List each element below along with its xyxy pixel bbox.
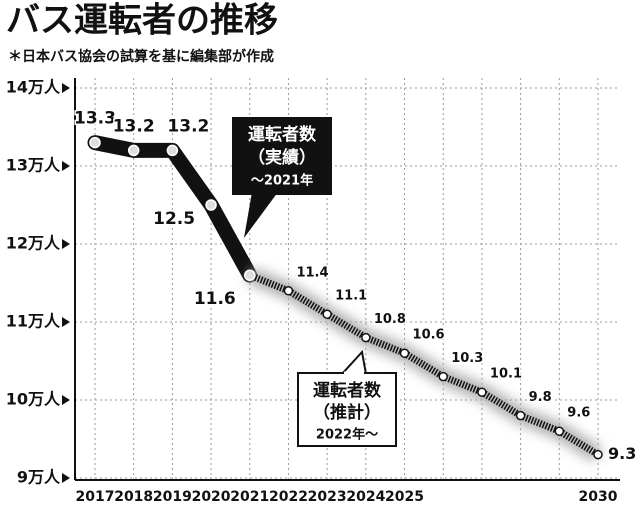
value-label: 11.6 — [194, 289, 236, 309]
x-tick-label: 2025 — [385, 489, 424, 505]
y-tick-arrow — [62, 395, 70, 405]
y-tick-arrow — [62, 317, 70, 327]
y-tick-label: 10万人 — [6, 390, 61, 409]
series-line — [248, 271, 600, 458]
point — [244, 269, 256, 281]
y-tick-label: 14万人 — [6, 78, 61, 97]
value-label: 9.8 — [529, 390, 552, 405]
x-tick-label: 2023 — [308, 489, 347, 505]
point — [127, 144, 140, 157]
y-tick-arrow — [62, 473, 70, 483]
value-label: 13.2 — [113, 116, 155, 136]
point — [554, 426, 565, 436]
callout-text: （実績） — [248, 147, 316, 168]
point — [89, 136, 101, 149]
y-tick-label: 13万人 — [6, 156, 61, 175]
value-label: 13.2 — [167, 116, 209, 136]
point — [477, 387, 487, 397]
chart-subtitle: ＊日本バス協会の試算を基に編集部が作成 — [8, 48, 274, 65]
callout-text: （推計） — [313, 402, 381, 423]
value-label: 13.3 — [74, 109, 116, 129]
point — [399, 348, 410, 358]
value-label: 10.1 — [490, 367, 522, 382]
callout-pointer — [339, 349, 368, 375]
x-tick-label: 2019 — [153, 489, 192, 505]
point — [205, 199, 217, 211]
y-tick-arrow — [62, 239, 70, 249]
value-label: 9.6 — [567, 406, 590, 421]
callout-box — [232, 117, 332, 195]
callout-text: 2022年～ — [316, 427, 378, 443]
callout-text: ～2021年 — [251, 173, 313, 189]
x-tick-label: 2021 — [230, 489, 269, 505]
callout: 運転者数 （実績） ～2021年 — [232, 117, 332, 238]
x-tick-label: 2022 — [269, 489, 308, 505]
point — [322, 309, 332, 319]
value-label: 12.5 — [153, 209, 195, 229]
value-label: 9.3 — [608, 444, 636, 463]
point — [438, 371, 448, 382]
x-tick-label: 2017 — [76, 489, 115, 505]
callout-text: 運転者数 — [248, 124, 317, 145]
y-tick-label: 11万人 — [6, 312, 61, 331]
value-label: 10.3 — [451, 351, 483, 366]
point — [166, 144, 179, 157]
value-label: 11.4 — [296, 265, 328, 280]
callout-pointer — [244, 192, 278, 238]
callout-box — [297, 372, 397, 447]
y-tick-label: 12万人 — [6, 234, 61, 253]
chart-title: バス運転者の推移 — [6, 1, 278, 41]
value-label: 11.1 — [335, 289, 367, 304]
x-tick-label: 2024 — [346, 489, 385, 505]
value-label: 10.6 — [413, 328, 445, 343]
point — [515, 410, 526, 421]
point — [593, 449, 603, 460]
value-label: 10.8 — [374, 312, 406, 327]
y-tick-label: 9万人 — [17, 468, 61, 487]
callout-text: 運転者数 — [313, 380, 382, 401]
point — [361, 332, 371, 343]
y-tick-arrow — [62, 83, 70, 93]
point — [283, 286, 294, 296]
x-tick-label: 2030 — [579, 489, 618, 505]
x-tick-label: 2018 — [114, 489, 153, 505]
marks: 13.313.2 13.212.511.611.411.110.810.610.3… — [73, 107, 638, 465]
x-tick-label: 2020 — [192, 489, 231, 505]
callout: 運転者数 （推計） 2022年～ — [297, 349, 397, 447]
y-tick-arrow — [62, 161, 70, 171]
